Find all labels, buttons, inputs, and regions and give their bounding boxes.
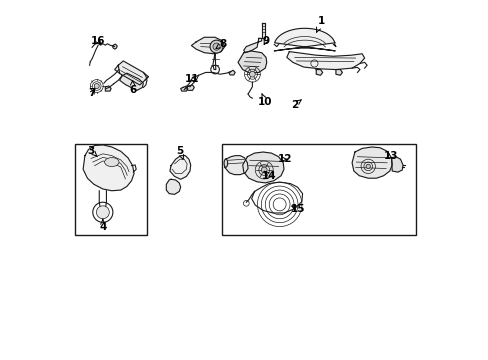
Text: 4: 4 <box>99 219 106 232</box>
Text: 12: 12 <box>277 154 291 164</box>
Polygon shape <box>186 85 194 90</box>
Text: 1: 1 <box>316 17 325 32</box>
Polygon shape <box>83 145 134 191</box>
Polygon shape <box>316 69 322 75</box>
Polygon shape <box>238 51 266 73</box>
Circle shape <box>210 40 223 53</box>
Polygon shape <box>351 147 391 178</box>
Circle shape <box>366 164 369 168</box>
Text: 7: 7 <box>88 88 96 98</box>
Polygon shape <box>391 157 402 172</box>
Text: 13: 13 <box>383 150 397 161</box>
Circle shape <box>212 43 220 50</box>
Text: 15: 15 <box>290 204 304 214</box>
Polygon shape <box>244 39 261 53</box>
Bar <box>222 144 415 234</box>
Polygon shape <box>335 69 342 75</box>
Polygon shape <box>286 51 364 69</box>
Text: 11: 11 <box>185 74 199 84</box>
Circle shape <box>96 206 109 219</box>
Text: 5: 5 <box>176 145 183 159</box>
Polygon shape <box>242 152 284 183</box>
Text: 9: 9 <box>262 36 269 46</box>
Polygon shape <box>115 61 148 85</box>
Polygon shape <box>180 86 187 91</box>
Bar <box>75 144 147 234</box>
Ellipse shape <box>224 159 227 167</box>
Polygon shape <box>191 37 224 54</box>
Text: 2: 2 <box>290 100 301 110</box>
Polygon shape <box>120 73 143 90</box>
Circle shape <box>94 84 99 89</box>
Text: 3: 3 <box>87 145 97 157</box>
Text: 14: 14 <box>261 171 276 181</box>
Ellipse shape <box>104 158 119 167</box>
Text: 10: 10 <box>258 94 272 107</box>
Polygon shape <box>224 156 247 175</box>
Polygon shape <box>274 28 335 51</box>
Circle shape <box>261 167 266 173</box>
Text: 16: 16 <box>91 36 105 46</box>
Polygon shape <box>113 44 117 49</box>
Text: 6: 6 <box>129 81 136 95</box>
Polygon shape <box>105 86 111 91</box>
Circle shape <box>249 71 255 77</box>
Polygon shape <box>169 156 190 179</box>
Polygon shape <box>261 23 265 39</box>
Polygon shape <box>228 70 235 75</box>
Text: 8: 8 <box>216 39 226 49</box>
Polygon shape <box>166 179 180 194</box>
